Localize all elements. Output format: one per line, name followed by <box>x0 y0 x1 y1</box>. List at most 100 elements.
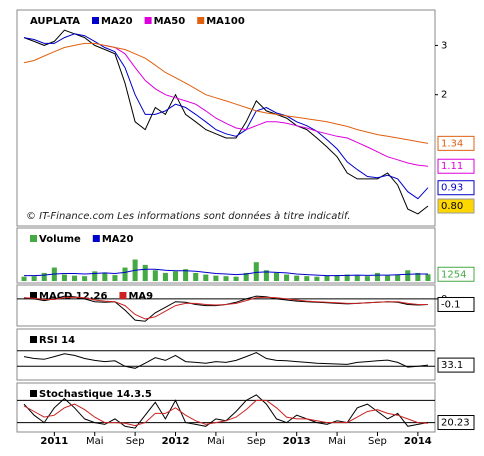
volume-bar <box>92 271 98 281</box>
x-tick-label: Sep <box>368 436 387 447</box>
legend-label: Volume <box>39 234 81 245</box>
volume-bar <box>152 270 158 281</box>
last-value-label: 0.80 <box>441 201 463 212</box>
series-line <box>23 33 429 200</box>
volume-bar <box>284 274 290 281</box>
volume-bar <box>374 272 380 281</box>
series-line <box>24 268 428 277</box>
volume-bar <box>112 275 118 281</box>
x-tick-label: Mai <box>86 436 104 447</box>
last-value-box <box>437 296 475 312</box>
volume-bar <box>425 274 431 281</box>
panel-frame <box>16 284 436 327</box>
last-value-box <box>437 198 475 214</box>
volume-bar <box>273 272 280 281</box>
annotation: © IT-Finance.com Les informations sont d… <box>26 210 351 222</box>
series-line <box>23 399 429 427</box>
volume-bar <box>324 275 330 281</box>
volume-bar <box>82 276 88 281</box>
series-line <box>104 44 429 167</box>
volume-bar <box>122 267 128 281</box>
panel-frame <box>16 328 436 381</box>
x-tick-label: Sep <box>126 436 145 447</box>
volume-bar <box>385 275 391 281</box>
series-line <box>23 296 428 320</box>
volume-bar <box>61 274 67 281</box>
legend-label: RSI 14 <box>39 335 75 346</box>
panel-frame <box>16 382 436 433</box>
x-tick-label: 2014 <box>404 436 432 447</box>
volume-bar <box>102 272 108 281</box>
legend-label: MA50 <box>154 16 186 27</box>
legend-swatch <box>197 17 205 24</box>
x-tick-label: Mai <box>207 436 225 447</box>
volume-bar <box>415 272 421 281</box>
volume-bar <box>263 270 269 281</box>
x-tick-label: Mai <box>328 436 346 447</box>
last-value-label: 1.11 <box>441 161 463 172</box>
volume-bar <box>41 272 47 281</box>
volume-bar <box>223 276 229 281</box>
legend-label: MA20 <box>101 16 133 27</box>
volume-bar <box>142 264 148 281</box>
volume-bar <box>21 276 27 281</box>
volume-bar <box>314 276 320 281</box>
volume-bar <box>405 270 411 281</box>
last-value-label: -0.1 <box>441 299 461 310</box>
x-tick-label: 2011 <box>40 436 68 447</box>
last-value-label: 20.23 <box>441 418 470 429</box>
last-value-label: 1.34 <box>441 138 463 149</box>
volume-bar <box>294 275 300 281</box>
volume-bar <box>213 275 219 281</box>
legend-swatch <box>30 336 37 343</box>
volume-bar <box>364 276 370 281</box>
legend-label: MA100 <box>206 16 245 27</box>
volume-bar <box>72 275 78 281</box>
legend-swatch <box>30 390 37 397</box>
last-value-box <box>437 158 475 174</box>
volume-bar <box>243 272 249 281</box>
panel-frame <box>16 9 436 227</box>
last-value-box <box>437 180 475 196</box>
volume-bar <box>304 276 310 281</box>
legend-label: MA9 <box>128 291 153 302</box>
volume-bar <box>193 272 199 281</box>
legend-label: Stochastique 14.3.5 <box>39 389 152 400</box>
last-value-box <box>437 357 475 373</box>
x-tick-label: Sep <box>247 436 266 447</box>
volume-bar <box>344 274 350 281</box>
last-value-label: 33.1 <box>441 360 463 371</box>
legend-swatch <box>30 235 37 242</box>
panel-frame <box>16 227 436 284</box>
volume-bar <box>395 274 401 281</box>
x-tick-label: 2012 <box>162 436 190 447</box>
last-value-label: 1254 <box>441 269 466 280</box>
legend-swatch <box>92 235 100 242</box>
legend-label: MA20 <box>102 234 134 245</box>
volume-bar <box>334 275 340 281</box>
volume-bar <box>31 276 37 281</box>
volume-bar <box>233 276 239 281</box>
chart-title: AUPLATA <box>30 16 80 27</box>
last-value-label: 0.93 <box>441 183 463 194</box>
series-line <box>23 352 429 369</box>
legend-swatch <box>144 17 152 24</box>
legend-swatch <box>119 292 127 299</box>
volume-bar <box>172 271 179 281</box>
y-tick-label: 3 <box>441 40 447 51</box>
last-value-box <box>437 415 475 431</box>
y-tick-label: 2 <box>441 90 447 101</box>
volume-bar <box>354 275 360 281</box>
volume-bar <box>183 269 189 281</box>
volume-bar <box>253 262 259 281</box>
last-value-box <box>437 266 475 282</box>
series-line <box>23 29 429 215</box>
x-tick-label: 2013 <box>283 436 311 447</box>
legend-swatch <box>30 292 37 299</box>
volume-bar <box>203 274 209 281</box>
volume-bar <box>162 272 168 281</box>
series-line <box>23 42 429 144</box>
last-value-box <box>437 135 475 151</box>
legend-swatch <box>92 17 99 24</box>
